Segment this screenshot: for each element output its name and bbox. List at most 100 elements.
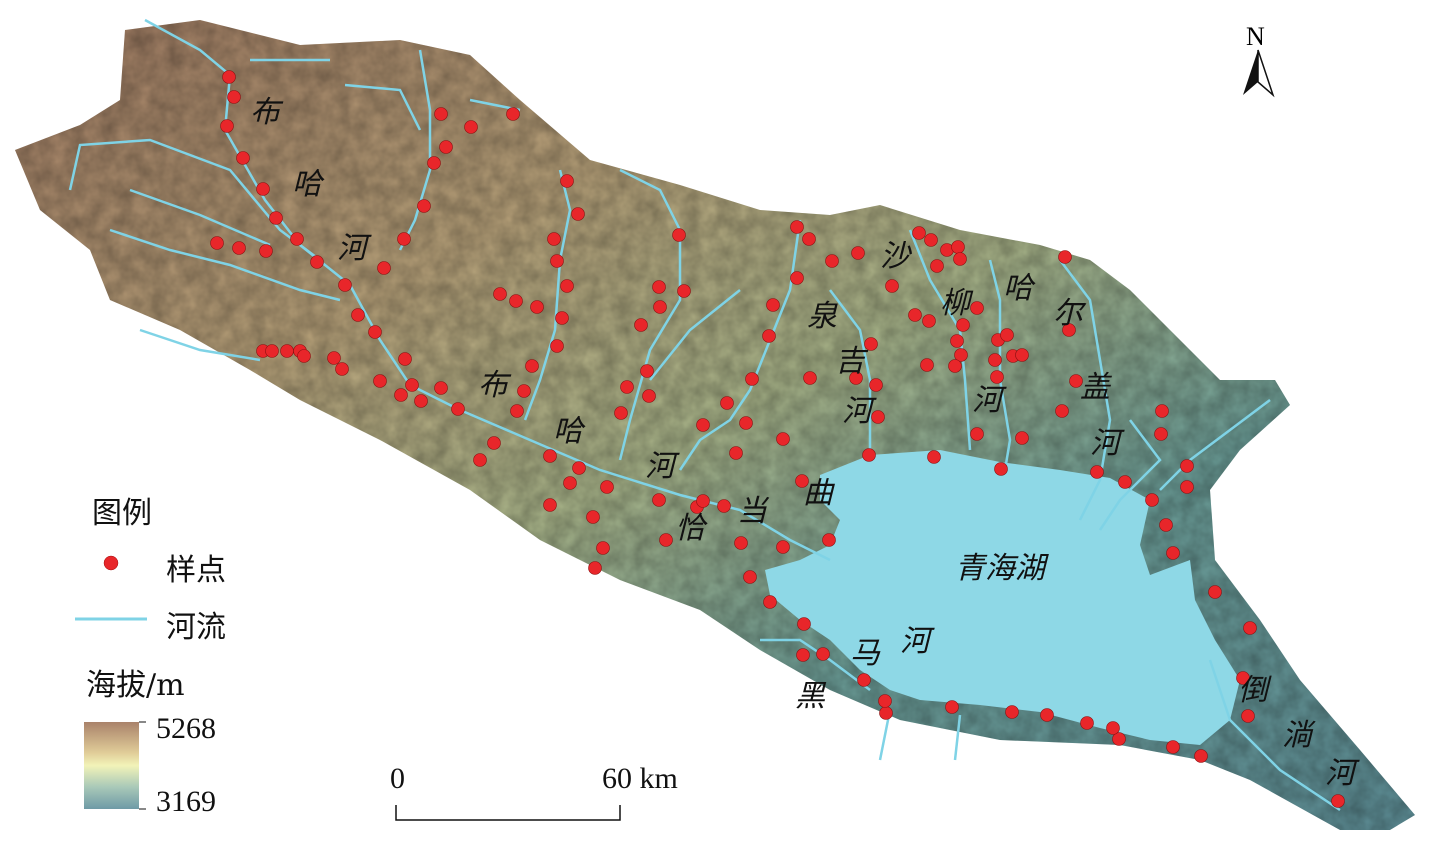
sample-point	[739, 416, 753, 430]
sample-point	[560, 279, 574, 293]
sample-point	[1112, 732, 1126, 746]
sample-point	[335, 362, 349, 376]
sample-point	[414, 394, 428, 408]
sample-point	[1055, 404, 1069, 418]
river-label-char: 河	[900, 624, 935, 659]
sample-point	[1194, 749, 1208, 763]
sample-point	[790, 220, 804, 234]
sample-point	[1166, 740, 1180, 754]
sample-point	[547, 232, 561, 246]
sample-point	[776, 432, 790, 446]
sample-points	[210, 70, 1345, 808]
river-line	[1098, 419, 1162, 531]
river-label-char: 哈	[1003, 271, 1036, 306]
sample-point	[550, 339, 564, 353]
sample-point	[988, 353, 1002, 367]
sample-point	[543, 449, 557, 463]
sample-point	[1040, 708, 1054, 722]
sample-point	[653, 300, 667, 314]
river-label-char: 马	[850, 636, 881, 671]
river-label-char: 盖	[1080, 370, 1112, 405]
river-line	[129, 188, 271, 247]
elevation-colorbar	[84, 722, 139, 809]
sample-point	[822, 533, 836, 547]
sample-point	[1118, 475, 1132, 489]
sample-point	[950, 334, 964, 348]
sample-point	[734, 536, 748, 550]
river-line	[1059, 259, 1112, 521]
sample-point	[1180, 459, 1194, 473]
sample-point	[1208, 585, 1222, 599]
river-label-char: 沙	[880, 239, 912, 274]
sample-point	[796, 648, 810, 662]
sample-point	[729, 446, 743, 460]
legend-river-label: 河流	[166, 610, 226, 645]
river-label-char: 倒	[1238, 673, 1272, 708]
river-line	[829, 289, 872, 450]
sample-point	[1058, 250, 1072, 264]
sample-point	[878, 694, 892, 708]
river-label-char: 恰	[675, 511, 708, 546]
sample-point	[351, 308, 365, 322]
river-label-char: 河	[1090, 426, 1125, 461]
river-line	[618, 168, 682, 461]
sample-point	[586, 510, 600, 524]
sample-point	[265, 344, 279, 358]
sample-point	[1243, 621, 1257, 635]
sample-point	[1015, 431, 1029, 445]
sample-point	[588, 561, 602, 575]
river-line	[760, 638, 871, 691]
sample-point	[572, 461, 586, 475]
north-label: N	[1246, 22, 1265, 51]
sample-point	[434, 107, 448, 121]
sample-point	[338, 278, 352, 292]
sample-point	[652, 280, 666, 294]
sample-point	[776, 540, 790, 554]
sample-point	[879, 706, 893, 720]
sample-point	[487, 436, 501, 450]
sample-point	[970, 427, 984, 441]
river-label-char: 吉	[835, 344, 869, 379]
sample-point	[510, 404, 524, 418]
scale-start: 0	[390, 762, 405, 795]
sample-point	[1015, 348, 1029, 362]
sample-point	[506, 107, 520, 121]
lake-qinghai	[765, 450, 1240, 745]
sample-point	[956, 318, 970, 332]
sample-point	[220, 119, 234, 133]
sample-point	[825, 254, 839, 268]
sample-point	[525, 359, 539, 373]
sample-point	[1080, 716, 1094, 730]
sample-point	[743, 570, 757, 584]
sample-point	[1000, 328, 1014, 342]
sample-point	[970, 301, 984, 315]
sample-point	[555, 311, 569, 325]
river-line	[344, 83, 422, 131]
sample-point	[571, 207, 585, 221]
sample-point	[560, 174, 574, 188]
river-label-char: 布	[250, 95, 284, 130]
sample-point	[862, 448, 876, 462]
sample-point	[885, 279, 899, 293]
sample-point	[951, 240, 965, 254]
sample-point	[530, 300, 544, 314]
sample-point	[795, 474, 809, 488]
river-label-char: 河	[1325, 756, 1360, 791]
legend-sample-icon	[103, 555, 119, 571]
sample-point	[994, 462, 1008, 476]
sample-point	[290, 232, 304, 246]
sample-point	[953, 252, 967, 266]
sample-point	[256, 182, 270, 196]
sample-point	[634, 318, 648, 332]
sample-point	[930, 259, 944, 273]
river-label-char: 布	[478, 368, 512, 403]
sample-point	[563, 476, 577, 490]
sample-point	[394, 388, 408, 402]
river-line	[523, 169, 572, 421]
sample-point	[816, 647, 830, 661]
sample-point	[368, 325, 382, 339]
river-label-char: 河	[645, 449, 680, 484]
sample-point	[797, 617, 811, 631]
sample-point	[550, 254, 564, 268]
